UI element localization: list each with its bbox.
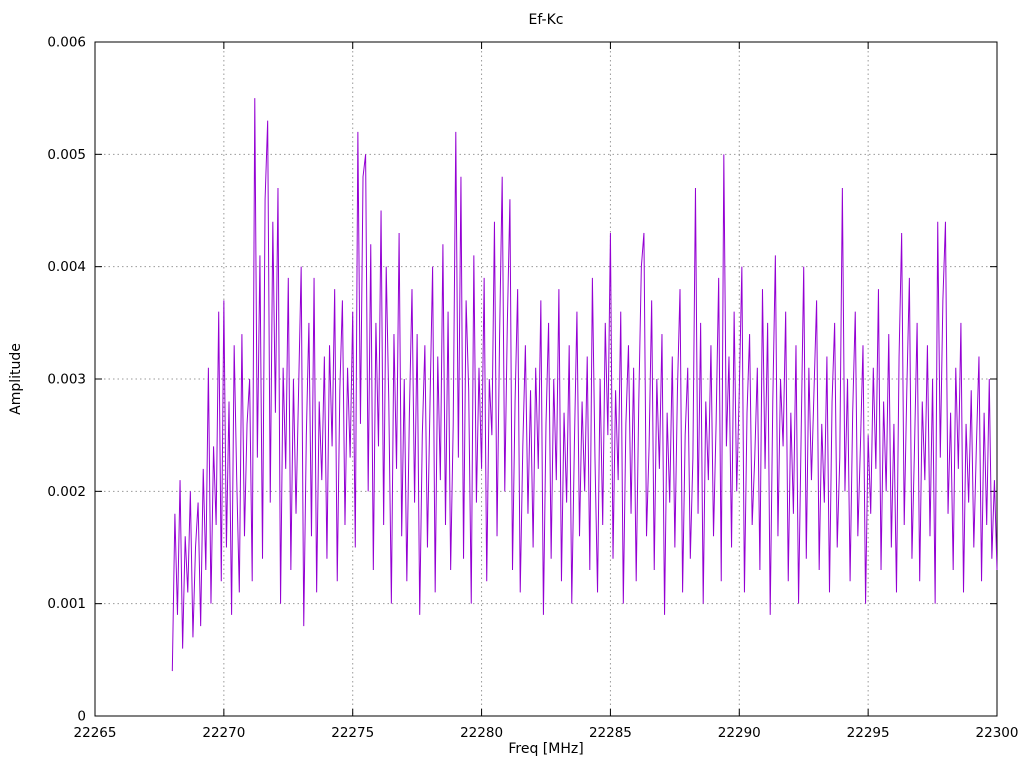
x-tick-label: 22285 [589, 725, 632, 741]
x-tick-label: 22275 [331, 725, 374, 741]
x-tick-label: 22295 [847, 725, 890, 741]
x-tick-label: 22300 [976, 725, 1019, 741]
y-tick-label: 0 [77, 709, 86, 725]
y-tick-label: 0.004 [47, 259, 86, 275]
y-tick-label: 0.005 [47, 147, 86, 163]
y-tick-label: 0.001 [47, 596, 86, 612]
x-tick-label: 22265 [74, 725, 117, 741]
y-tick-label: 0.006 [47, 35, 86, 51]
chart-title: Ef-Kc [528, 12, 564, 28]
x-tick-label: 22290 [718, 725, 761, 741]
x-tick-label: 22280 [460, 725, 503, 741]
y-tick-label: 0.003 [47, 372, 86, 388]
y-tick-label: 0.002 [47, 484, 86, 500]
x-tick-label: 22270 [202, 725, 245, 741]
x-axis-label: Freq [MHz] [508, 741, 584, 757]
data-series-line [171, 98, 998, 672]
